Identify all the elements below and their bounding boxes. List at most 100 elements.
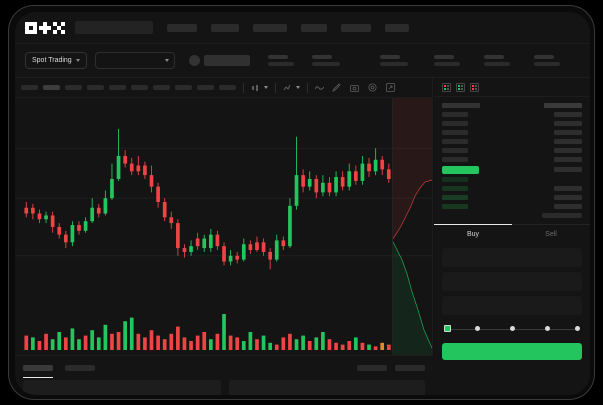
bottom-tab-1[interactable] — [23, 365, 53, 378]
ticker-stat-1 — [267, 55, 294, 66]
timeframe-4[interactable] — [87, 85, 104, 90]
chevron-down-icon — [75, 59, 80, 62]
ask-price — [442, 130, 468, 135]
coin-avatar — [188, 55, 200, 66]
timeframe-3[interactable] — [65, 85, 82, 90]
ask-amount — [554, 157, 582, 162]
nav-item-4[interactable] — [301, 23, 327, 32]
order-book-column-header — [442, 101, 582, 110]
ask-row[interactable] — [442, 137, 582, 146]
stat-value — [533, 62, 560, 66]
okx-logo[interactable] — [25, 21, 65, 34]
order-book-spread — [434, 211, 590, 222]
slider-step-2[interactable] — [510, 326, 515, 331]
toolbar-divider — [307, 82, 308, 93]
spread-value — [542, 213, 582, 218]
bottom-card-1[interactable] — [23, 380, 221, 395]
ticker-stat-6 — [533, 55, 560, 66]
ticker-bar: Spot Trading — [15, 44, 590, 78]
tab-buy[interactable]: Buy — [434, 224, 512, 243]
order-total-input[interactable] — [442, 296, 582, 315]
slider-step-0[interactable] — [444, 325, 451, 332]
pair-select-dropdown[interactable] — [94, 52, 175, 69]
slider-step-1[interactable] — [475, 326, 480, 331]
timeframe-2[interactable] — [43, 85, 60, 90]
order-amount-input[interactable] — [442, 272, 582, 291]
orderbook-both-icon[interactable] — [442, 82, 451, 92]
submit-buy-button[interactable] — [442, 343, 582, 360]
pencil-icon[interactable] — [332, 83, 341, 92]
orderbook-bids-icon[interactable] — [456, 82, 465, 92]
chart-pane — [15, 78, 433, 395]
chevron-down-icon[interactable] — [296, 86, 300, 89]
bid-row[interactable] — [442, 175, 582, 184]
line-tool-icon[interactable] — [315, 84, 324, 92]
ask-row[interactable] — [442, 119, 582, 128]
order-book-rows[interactable] — [434, 97, 590, 211]
tab-sell[interactable]: Sell — [512, 225, 590, 243]
amount-percent-slider[interactable] — [444, 325, 580, 335]
bottom-actions — [357, 365, 425, 371]
app-screen: Spot Trading — [15, 12, 590, 395]
last-price-amount — [554, 167, 582, 172]
slider-step-4[interactable] — [575, 326, 580, 331]
timeframe-6[interactable] — [131, 85, 148, 90]
bottom-card-2[interactable] — [229, 380, 425, 395]
order-price-input[interactable] — [442, 248, 582, 267]
stat-label — [311, 55, 332, 59]
timeframe-9[interactable] — [197, 85, 214, 90]
timeframe-10[interactable] — [219, 85, 236, 90]
bottom-action-1[interactable] — [357, 365, 387, 371]
ask-row[interactable] — [442, 146, 582, 155]
spot-trading-dropdown[interactable]: Spot Trading — [25, 52, 87, 69]
nav-item-2[interactable] — [211, 23, 239, 32]
orderbook-asks-icon[interactable] — [470, 82, 479, 92]
trade-tab-row: Buy Sell — [434, 224, 590, 243]
ask-amount — [554, 148, 582, 153]
ask-price — [442, 139, 468, 144]
camera-icon[interactable] — [350, 84, 359, 92]
bid-row[interactable] — [442, 193, 582, 202]
nav-item-5[interactable] — [341, 23, 371, 32]
nav-item-3[interactable] — [253, 23, 287, 32]
candlestick-chart[interactable] — [15, 98, 432, 395]
search-input[interactable] — [75, 21, 153, 34]
slider-step-3[interactable] — [545, 326, 550, 331]
candle-type-icon[interactable] — [251, 84, 259, 92]
bid-price — [442, 177, 468, 182]
toolbar-divider — [243, 82, 244, 93]
ticker-stat-2 — [311, 55, 340, 66]
last-price-highlight — [442, 165, 479, 174]
ask-amount — [554, 139, 582, 144]
timeframe-5[interactable] — [109, 85, 126, 90]
ask-price — [442, 121, 468, 126]
indicator-icon[interactable] — [283, 84, 291, 92]
ask-row[interactable] — [442, 155, 582, 164]
chart-toolbar — [15, 78, 432, 98]
last-price-row[interactable] — [442, 164, 582, 175]
top-navigation-bar — [15, 12, 590, 44]
timeframe-1[interactable] — [21, 85, 38, 90]
ask-row[interactable] — [442, 128, 582, 137]
ticker-stat-3 — [379, 55, 408, 66]
timeframe-7[interactable] — [153, 85, 170, 90]
spot-trading-label: Spot Trading — [32, 57, 72, 64]
bottom-tab-2[interactable] — [65, 365, 95, 371]
fullscreen-icon[interactable] — [386, 83, 395, 92]
nav-item-6[interactable] — [385, 23, 409, 32]
bid-row[interactable] — [442, 184, 582, 193]
bid-price — [442, 186, 468, 191]
timeframe-8[interactable] — [175, 85, 192, 90]
stat-value — [311, 62, 340, 66]
chart-svg — [15, 98, 432, 395]
stat-label — [533, 55, 554, 59]
ask-row[interactable] — [442, 110, 582, 119]
bid-row[interactable] — [442, 202, 582, 211]
bottom-cards — [15, 374, 433, 395]
order-book-header — [434, 78, 590, 97]
ask-price — [442, 157, 468, 162]
bottom-action-2[interactable] — [395, 365, 425, 371]
nav-item-1[interactable] — [167, 23, 197, 32]
chevron-down-icon[interactable] — [264, 86, 268, 89]
gear-icon[interactable] — [368, 83, 377, 92]
